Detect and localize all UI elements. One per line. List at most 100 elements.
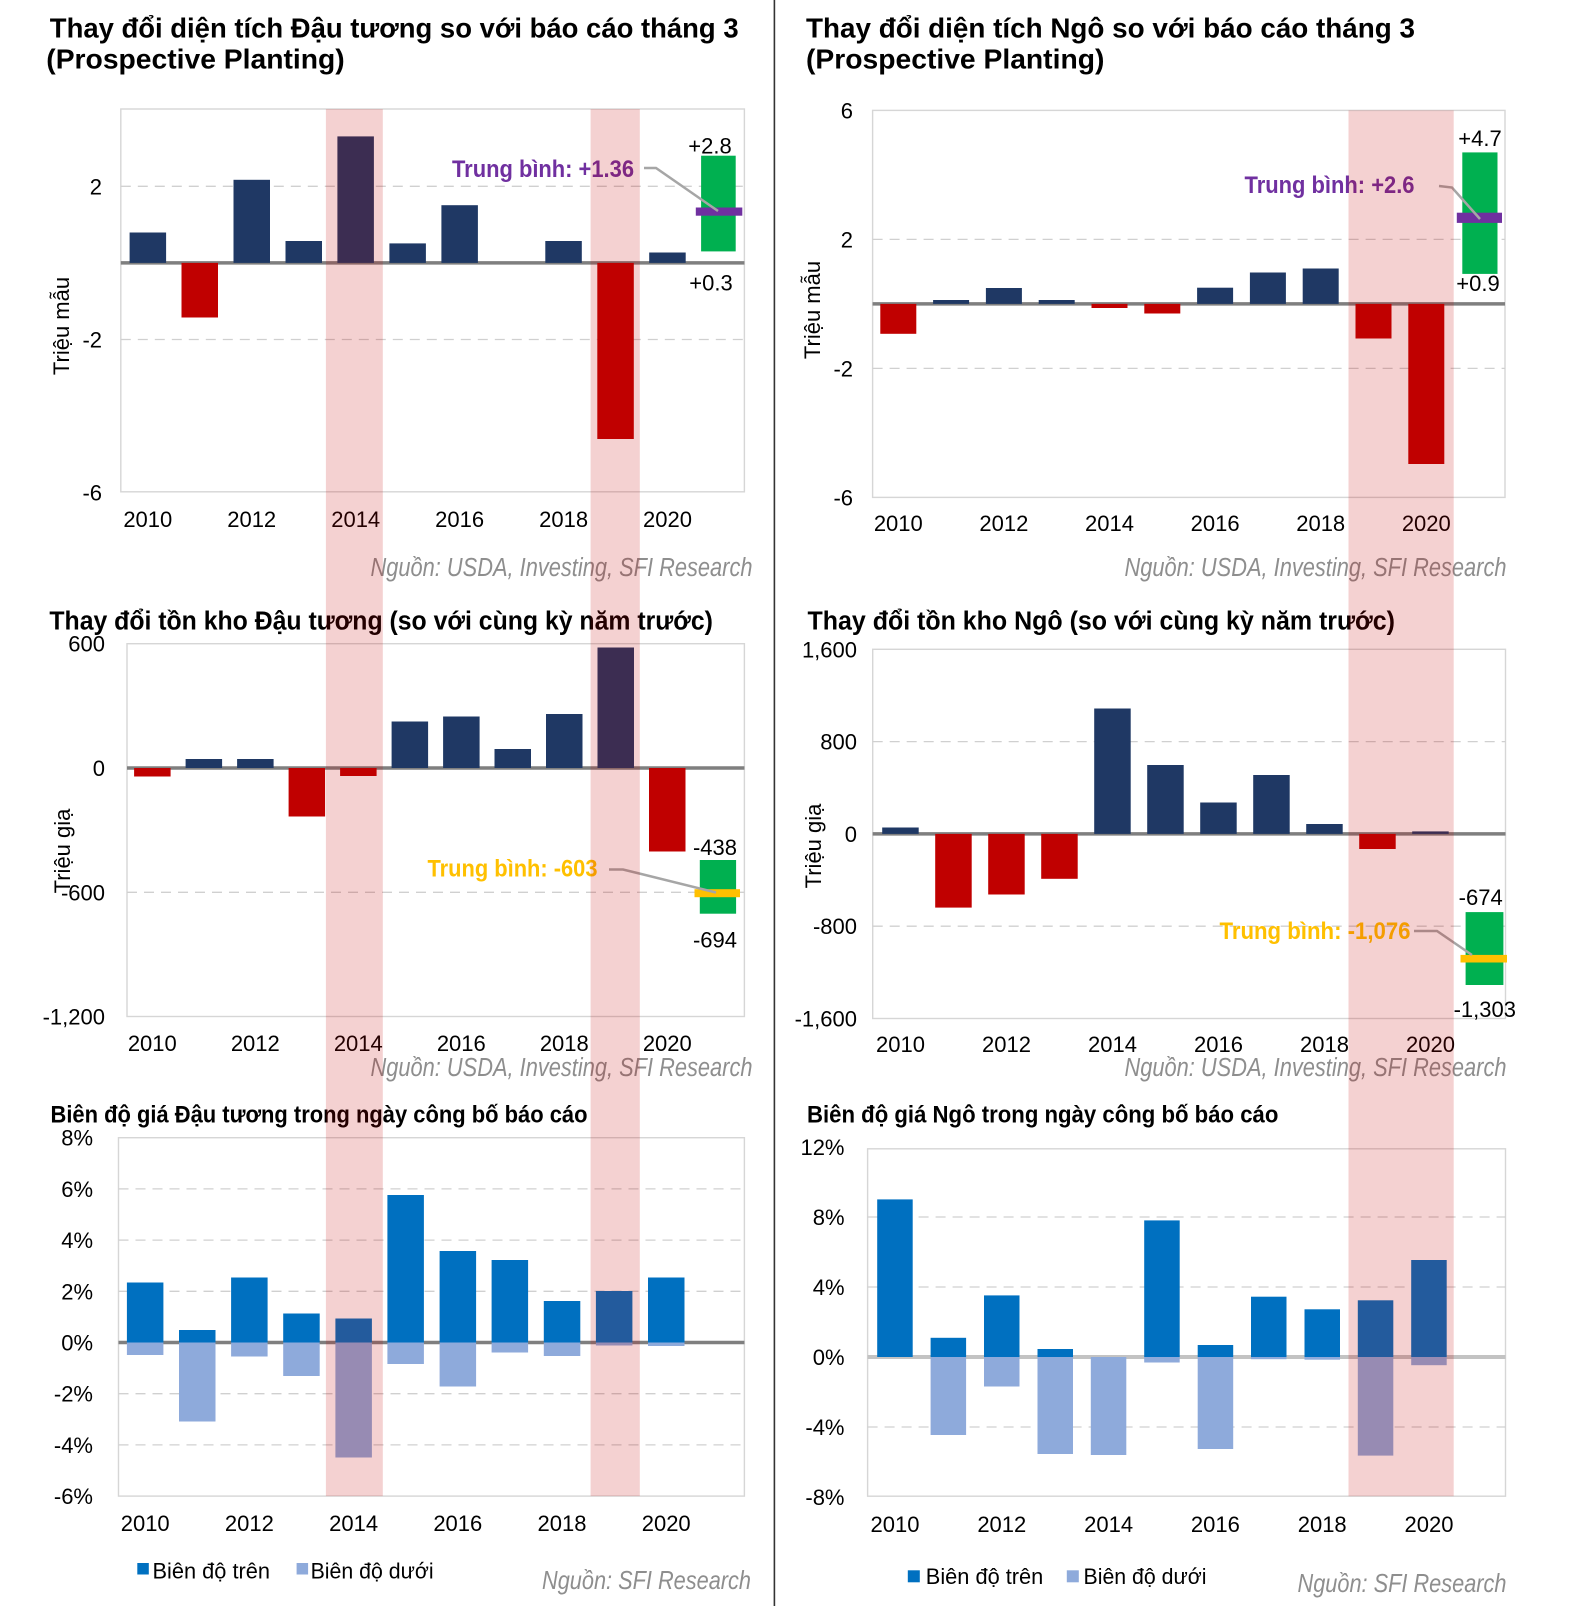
svg-text:(Prospective Planting): (Prospective Planting)	[46, 43, 344, 74]
svg-text:0: 0	[93, 756, 105, 781]
svg-text:2020: 2020	[1402, 511, 1451, 536]
svg-text:2012: 2012	[231, 1031, 280, 1056]
svg-text:Thay đổi tồn kho Đậu tương (so: Thay đổi tồn kho Đậu tương (so với cùng …	[49, 608, 713, 636]
svg-text:-2%: -2%	[54, 1382, 93, 1407]
svg-text:-674: -674	[1459, 885, 1503, 910]
svg-text:Nguồn: USDA, Investing, SFI R: Nguồn: USDA, Investing, SFI Research	[371, 554, 753, 582]
svg-text:2014: 2014	[329, 1511, 378, 1536]
svg-text:Biên độ giá Đậu tương trong ng: Biên độ giá Đậu tương trong ngày công bố…	[51, 1102, 588, 1129]
svg-text:Trung bình: -603: Trung bình: -603	[428, 856, 598, 883]
svg-text:4%: 4%	[61, 1228, 93, 1253]
svg-text:Trung bình: +2.6: Trung bình: +2.6	[1245, 172, 1415, 199]
svg-text:Triệu giạ: Triệu giạ	[50, 808, 75, 894]
svg-text:1,600: 1,600	[802, 637, 857, 662]
svg-text:2016: 2016	[433, 1511, 482, 1536]
svg-text:Biên độ dưới: Biên độ dưới	[311, 1559, 434, 1584]
svg-text:+0.9: +0.9	[1456, 271, 1499, 296]
svg-text:600: 600	[68, 632, 105, 657]
svg-text:8%: 8%	[813, 1205, 845, 1230]
svg-text:Thay đổi diện tích Đậu tương s: Thay đổi diện tích Đậu tương so với báo …	[50, 13, 739, 44]
svg-text:Nguồn: SFI Research: Nguồn: SFI Research	[542, 1565, 751, 1595]
svg-text:2014: 2014	[334, 1031, 383, 1056]
svg-text:6: 6	[841, 98, 853, 123]
svg-text:0%: 0%	[813, 1345, 845, 1370]
svg-text:2010: 2010	[128, 1031, 177, 1056]
svg-text:-6: -6	[833, 485, 853, 510]
svg-text:2010: 2010	[123, 507, 172, 532]
svg-text:Nguồn: USDA, Investing, SFI R: Nguồn: USDA, Investing, SFI Research	[1125, 1054, 1507, 1082]
svg-text:-2: -2	[82, 328, 102, 353]
svg-text:2012: 2012	[982, 1032, 1031, 1057]
svg-text:2010: 2010	[121, 1511, 170, 1536]
svg-text:Thay đổi tồn kho Ngô (so với c: Thay đổi tồn kho Ngô (so với cùng kỳ năm…	[808, 608, 1396, 636]
svg-text:2010: 2010	[876, 1032, 925, 1057]
svg-text:Biên độ dưới: Biên độ dưới	[1084, 1564, 1207, 1589]
svg-text:2014: 2014	[1085, 511, 1134, 536]
svg-text:Thay đổi diện tích Ngô so với: Thay đổi diện tích Ngô so với báo cáo th…	[806, 13, 1415, 44]
svg-text:+0.3: +0.3	[689, 271, 732, 296]
svg-text:12%: 12%	[800, 1135, 844, 1160]
svg-text:2020: 2020	[643, 1031, 692, 1056]
svg-text:-1,200: -1,200	[43, 1005, 105, 1030]
svg-text:2018: 2018	[1300, 1032, 1349, 1057]
svg-text:2016: 2016	[1194, 1032, 1243, 1057]
svg-text:+2.8: +2.8	[688, 134, 731, 159]
svg-text:2012: 2012	[979, 511, 1028, 536]
svg-text:Biên độ trên: Biên độ trên	[926, 1564, 1044, 1589]
svg-text:2012: 2012	[225, 1511, 274, 1536]
svg-text:2020: 2020	[642, 1511, 691, 1536]
svg-text:-2: -2	[833, 356, 853, 381]
svg-text:2018: 2018	[1298, 1512, 1347, 1537]
svg-text:0: 0	[845, 822, 857, 847]
svg-text:2016: 2016	[1191, 511, 1240, 536]
svg-text:2018: 2018	[538, 1511, 587, 1536]
svg-text:Nguồn: USDA, Investing, SFI R: Nguồn: USDA, Investing, SFI Research	[371, 1054, 753, 1082]
svg-text:2018: 2018	[539, 507, 588, 532]
svg-text:2012: 2012	[977, 1512, 1026, 1537]
svg-text:(Prospective Planting): (Prospective Planting)	[806, 43, 1104, 74]
svg-text:-4%: -4%	[54, 1433, 93, 1458]
svg-text:800: 800	[820, 730, 857, 755]
svg-text:-6%: -6%	[54, 1484, 93, 1509]
svg-text:2016: 2016	[1191, 1512, 1240, 1537]
svg-text:-1,303: -1,303	[1454, 997, 1516, 1022]
svg-text:-4%: -4%	[805, 1415, 844, 1440]
svg-text:-6: -6	[82, 481, 102, 506]
svg-text:2014: 2014	[331, 507, 380, 532]
svg-text:-438: -438	[693, 835, 737, 860]
svg-text:0%: 0%	[61, 1331, 93, 1356]
svg-text:-600: -600	[61, 880, 105, 905]
svg-text:Trung bình: -1,076: Trung bình: -1,076	[1220, 918, 1411, 945]
svg-text:6%: 6%	[61, 1177, 93, 1202]
svg-text:Triệu mẫu: Triệu mẫu	[49, 277, 74, 375]
svg-text:+4.7: +4.7	[1458, 126, 1501, 151]
svg-text:-1,600: -1,600	[795, 1007, 857, 1032]
svg-text:2: 2	[90, 174, 102, 199]
svg-text:2%: 2%	[61, 1279, 93, 1304]
svg-text:2020: 2020	[1405, 1512, 1454, 1537]
svg-text:2020: 2020	[643, 507, 692, 532]
svg-text:Trung bình: +1.36: Trung bình: +1.36	[452, 156, 634, 183]
svg-text:-8%: -8%	[805, 1485, 844, 1510]
svg-text:Triệu giạ: Triệu giạ	[801, 803, 826, 889]
svg-text:2010: 2010	[874, 511, 923, 536]
svg-text:2020: 2020	[1406, 1032, 1455, 1057]
svg-text:2010: 2010	[871, 1512, 920, 1537]
svg-text:2016: 2016	[435, 507, 484, 532]
svg-text:2014: 2014	[1088, 1032, 1137, 1057]
svg-text:Triệu mẫu: Triệu mẫu	[800, 261, 825, 359]
svg-text:2014: 2014	[1084, 1512, 1133, 1537]
svg-text:-800: -800	[813, 914, 857, 939]
svg-text:Nguồn: USDA, Investing, SFI R: Nguồn: USDA, Investing, SFI Research	[1125, 554, 1507, 582]
svg-text:2018: 2018	[1296, 511, 1345, 536]
svg-text:2: 2	[841, 227, 853, 252]
svg-text:4%: 4%	[813, 1275, 845, 1300]
svg-text:8%: 8%	[61, 1126, 93, 1151]
svg-text:2012: 2012	[227, 507, 276, 532]
svg-text:2018: 2018	[540, 1031, 589, 1056]
svg-text:2016: 2016	[437, 1031, 486, 1056]
svg-text:Nguồn: SFI Research: Nguồn: SFI Research	[1298, 1568, 1507, 1598]
svg-text:-694: -694	[693, 928, 737, 953]
svg-text:Biên độ trên: Biên độ trên	[153, 1559, 271, 1584]
svg-text:Biên độ giá Ngô trong ngày côn: Biên độ giá Ngô trong ngày công bố báo c…	[807, 1102, 1278, 1129]
